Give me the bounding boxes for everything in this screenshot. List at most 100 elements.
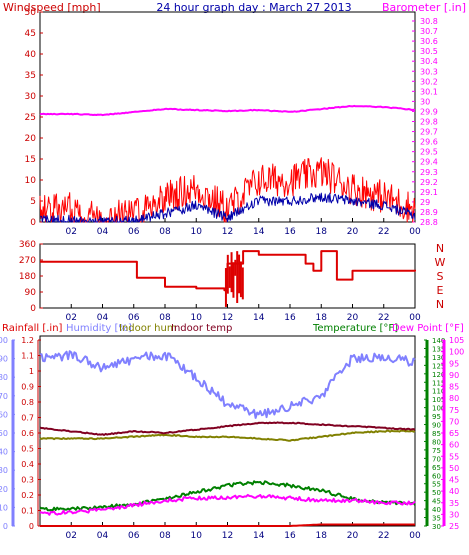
baro-y-tick-label: 29.1 (420, 188, 438, 197)
dir-x-tick-label: 08 (159, 313, 171, 323)
temp-y-tick-label: 75 (432, 447, 441, 455)
baro-y-tick-label: 28.8 (420, 218, 438, 227)
compass-label: S (437, 270, 444, 283)
rain-y-tick-label: 0.2 (21, 491, 34, 500)
rain-y-tick-label: 0.7 (21, 414, 34, 423)
rain-y-tick-label: 0.8 (21, 398, 34, 407)
dew-y-tick-label: 45 (449, 476, 459, 485)
wind-x-tick-label: 16 (284, 227, 296, 237)
compass-label: N (436, 298, 444, 311)
baro-y-tick-label: 29.9 (420, 107, 438, 116)
windspeed-axis-title: Windspeed [mph] (3, 1, 101, 14)
climate-x-tick-label: 02 (66, 531, 77, 541)
temp-y-tick-label: 140 (432, 337, 445, 345)
temp-y-tick-label: 35 (432, 515, 441, 523)
gust-line (39, 157, 416, 223)
wind-x-tick-label: 00 (409, 227, 421, 237)
climate-x-tick-label: 08 (159, 531, 171, 541)
wind-x-tick-label: 12 (222, 227, 233, 237)
barometer-line (39, 104, 416, 117)
dew-y-tick-label: 25 (449, 522, 459, 531)
baro-y-tick-label: 29.8 (420, 118, 438, 127)
climate-x-tick-label: 06 (128, 531, 140, 541)
wind-x-tick-label: 18 (316, 227, 328, 237)
wind-y-tick-label: 50 (25, 8, 37, 18)
humidity-y-tick-label: 80 (0, 373, 8, 382)
legend-rainfall: Rainfall [.in] (2, 323, 63, 334)
temp-y-tick-label: 65 (432, 464, 441, 472)
wind-y-tick-label: 15 (25, 155, 36, 165)
humidity-y-tick-label: 60 (0, 410, 8, 419)
wind-y-tick-label: 30 (25, 92, 37, 102)
compass-label: N (436, 242, 444, 255)
dew-y-tick-label: 60 (449, 441, 459, 450)
climate-x-tick-label: 18 (316, 531, 328, 541)
baro-y-tick-label: 30.6 (420, 37, 438, 46)
temp-y-tick-label: 125 (432, 362, 445, 370)
wind-x-tick-label: 02 (66, 227, 77, 237)
wind-x-tick-label: 20 (347, 227, 359, 237)
humidity-y-tick-label: 70 (0, 392, 8, 401)
temp-y-tick-label: 90 (432, 422, 441, 430)
climate-x-tick-label: 16 (284, 531, 296, 541)
dir-x-tick-label: 02 (66, 313, 77, 323)
temp-y-tick-label: 115 (432, 379, 445, 387)
dir-y-tick-label: 270 (19, 256, 36, 266)
dir-y-tick-label: 0 (30, 304, 36, 314)
climate-x-tick-label: 04 (97, 531, 109, 541)
dir-x-tick-label: 18 (316, 313, 328, 323)
dir-x-tick-label: 16 (284, 313, 296, 323)
baro-y-tick-label: 30.4 (420, 57, 438, 66)
legend-temperature: Temperature [°F] (312, 323, 398, 334)
dir-y-tick-label: 180 (19, 272, 36, 282)
dir-y-tick-label: 360 (19, 240, 36, 250)
wind-x-tick-label: 08 (159, 227, 171, 237)
wind-y-tick-label: 40 (25, 50, 37, 60)
dew-y-tick-label: 75 (449, 406, 459, 415)
dir-y-tick-label: 90 (25, 288, 37, 298)
indoor-temp-line (39, 421, 416, 436)
wind-x-tick-label: 04 (97, 227, 109, 237)
temp-y-tick-label: 60 (432, 472, 441, 480)
barometer-axis-title: Barometer [.in] (382, 1, 466, 14)
temp-y-tick-label: 85 (432, 430, 441, 438)
baro-y-tick-label: 30.5 (420, 47, 438, 56)
humidity-y-tick-label: 100 (0, 336, 8, 345)
legend-humidity: Humidity [%] (66, 323, 132, 334)
dew-y-tick-label: 90 (449, 371, 459, 380)
dew-y-tick-label: 40 (449, 487, 459, 496)
dir-x-tick-label: 04 (97, 313, 109, 323)
climate-x-tick-label: 00 (409, 531, 421, 541)
temp-y-tick-label: 135 (432, 345, 445, 353)
dewpoint-line (39, 493, 416, 516)
humidity-y-tick-label: 50 (0, 429, 8, 438)
baro-y-tick-label: 30 (420, 97, 430, 106)
compass-label: E (437, 284, 444, 297)
humidity-y-tick-label: 20 (0, 485, 8, 494)
rain-y-tick-label: 1.2 (21, 336, 34, 345)
temp-y-tick-label: 45 (432, 498, 441, 506)
temp-y-tick-label: 70 (432, 455, 441, 463)
dew-y-tick-label: 65 (449, 429, 459, 438)
dew-y-tick-label: 95 (449, 359, 459, 368)
rainfall-line (40, 523, 415, 527)
dew-y-tick-label: 30 (449, 510, 459, 519)
rain-y-tick-label: 1 (29, 367, 34, 376)
temp-y-tick-label: 105 (432, 396, 445, 404)
climate-x-tick-label: 14 (253, 531, 265, 541)
wind-y-tick-label: 35 (25, 71, 36, 81)
climate-x-tick-label: 10 (191, 531, 203, 541)
rain-y-tick-label: 0.5 (21, 445, 34, 454)
baro-y-tick-label: 29.2 (420, 178, 438, 187)
baro-y-tick-label: 28.9 (420, 208, 438, 217)
dew-y-tick-label: 85 (449, 383, 459, 392)
wind-x-tick-label: 22 (378, 227, 389, 237)
wind-y-tick-label: 0 (30, 218, 36, 228)
wind-panel: 0510152025303540455028.828.92929.129.229… (25, 8, 438, 237)
dew-y-tick-label: 55 (449, 452, 459, 461)
climate-panel: 010203040506070809010000.10.20.30.40.50.… (0, 336, 464, 541)
baro-y-tick-label: 29 (420, 198, 430, 207)
humidity-y-tick-label: 10 (0, 503, 8, 512)
dew-y-tick-label: 100 (449, 348, 464, 357)
